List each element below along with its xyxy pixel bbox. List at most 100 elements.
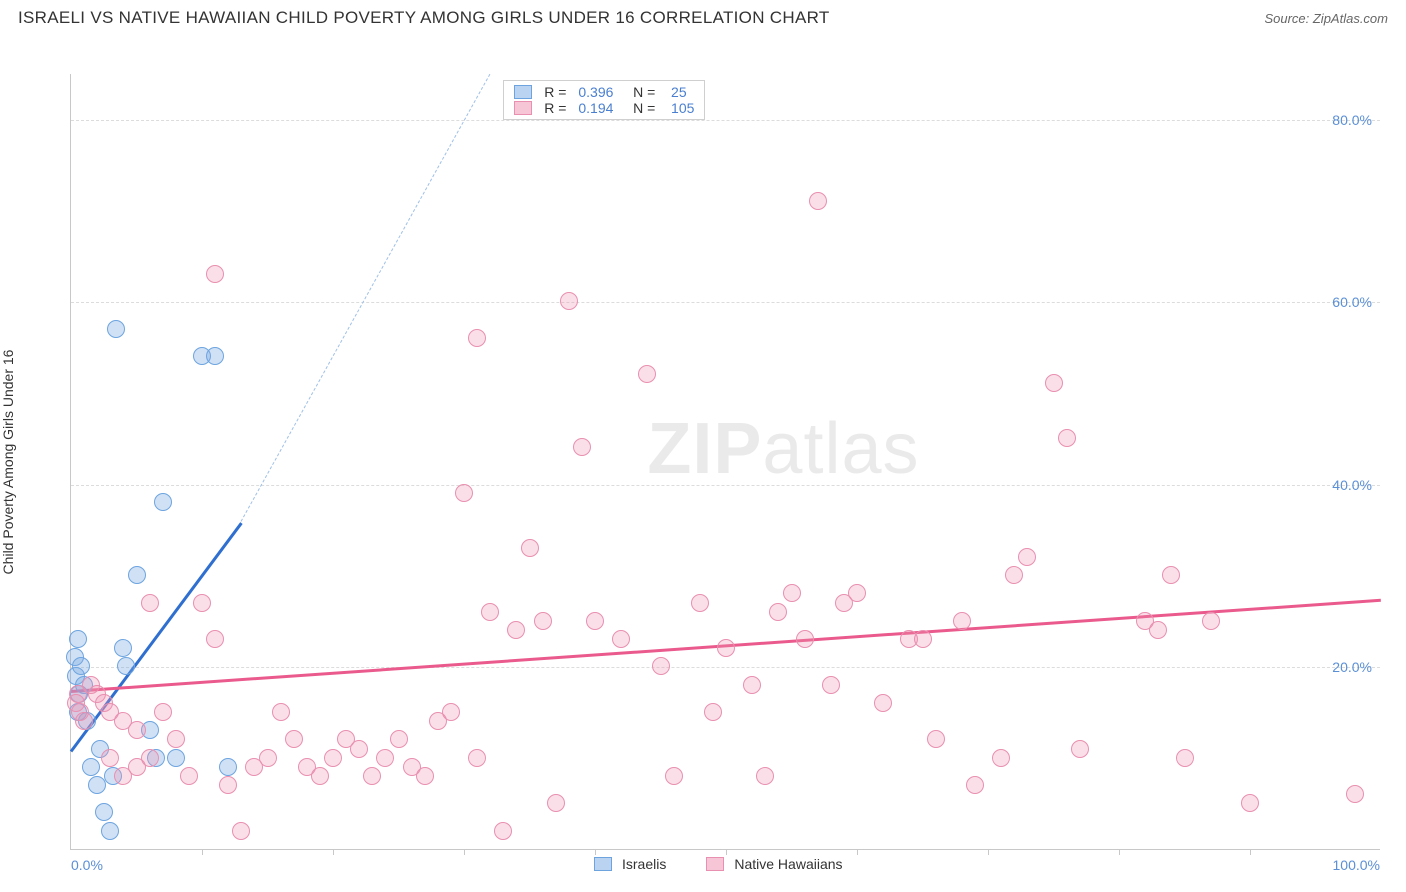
data-point — [1045, 374, 1063, 392]
data-point — [1176, 749, 1194, 767]
stats-row: R = 0.396 N = 25 — [514, 84, 694, 100]
data-point — [992, 749, 1010, 767]
r-value: 0.396 — [574, 84, 613, 100]
y-tick-label: 40.0% — [1332, 477, 1372, 493]
legend-item: Israelis — [594, 856, 666, 872]
watermark: ZIPatlas — [647, 408, 919, 490]
data-point — [743, 676, 761, 694]
x-tick — [726, 849, 727, 855]
data-point — [350, 740, 368, 758]
data-point — [285, 730, 303, 748]
source-name: ZipAtlas.com — [1313, 11, 1388, 26]
data-point — [206, 347, 224, 365]
data-point — [652, 657, 670, 675]
data-point — [704, 703, 722, 721]
data-point — [783, 584, 801, 602]
legend-label: Israelis — [622, 856, 666, 872]
data-point — [638, 365, 656, 383]
data-point — [1005, 566, 1023, 584]
data-point — [1202, 612, 1220, 630]
data-point — [376, 749, 394, 767]
data-point — [953, 612, 971, 630]
data-point — [1058, 429, 1076, 447]
data-point — [82, 758, 100, 776]
data-point — [167, 730, 185, 748]
data-point — [547, 794, 565, 812]
data-point — [455, 484, 473, 502]
data-point — [507, 621, 525, 639]
gridline-h — [71, 302, 1380, 303]
x-tick — [1119, 849, 1120, 855]
data-point — [95, 803, 113, 821]
data-point — [1162, 566, 1180, 584]
stats-row: R = 0.194 N = 105 — [514, 100, 694, 116]
data-point — [1071, 740, 1089, 758]
data-point — [481, 603, 499, 621]
source-prefix: Source: — [1264, 11, 1312, 26]
data-point — [822, 676, 840, 694]
data-point — [468, 749, 486, 767]
data-point — [272, 703, 290, 721]
data-point — [390, 730, 408, 748]
data-point — [128, 566, 146, 584]
data-point — [107, 320, 125, 338]
data-point — [927, 730, 945, 748]
data-point — [324, 749, 342, 767]
legend-swatch — [514, 85, 532, 99]
chart-container: Child Poverty Among Girls Under 16 ZIPat… — [18, 32, 1388, 890]
n-value: 25 — [663, 84, 686, 100]
legend-swatch — [594, 857, 612, 871]
x-tick — [595, 849, 596, 855]
gridline-h — [71, 485, 1380, 486]
data-point — [796, 630, 814, 648]
data-point — [756, 767, 774, 785]
chart-title: ISRAELI VS NATIVE HAWAIIAN CHILD POVERTY… — [18, 8, 830, 28]
r-label: R = — [544, 100, 566, 116]
data-point — [442, 703, 460, 721]
data-point — [72, 657, 90, 675]
data-point — [232, 822, 250, 840]
y-tick-label: 60.0% — [1332, 294, 1372, 310]
data-point — [717, 639, 735, 657]
x-axis-min-label: 0.0% — [71, 857, 103, 873]
y-tick-label: 80.0% — [1332, 112, 1372, 128]
data-point — [914, 630, 932, 648]
x-tick — [464, 849, 465, 855]
legend-swatch — [514, 101, 532, 115]
x-tick — [202, 849, 203, 855]
x-tick — [333, 849, 334, 855]
data-point — [966, 776, 984, 794]
data-point — [1149, 621, 1167, 639]
source-attribution: Source: ZipAtlas.com — [1264, 11, 1388, 26]
data-point — [521, 539, 539, 557]
data-point — [363, 767, 381, 785]
data-point — [141, 749, 159, 767]
n-value: 105 — [663, 100, 694, 116]
gridline-h — [71, 120, 1380, 121]
watermark-bold: ZIP — [647, 409, 762, 489]
gridline-h — [71, 667, 1380, 668]
data-point — [180, 767, 198, 785]
data-point — [1346, 785, 1364, 803]
r-label: R = — [544, 84, 566, 100]
data-point — [219, 758, 237, 776]
data-point — [101, 822, 119, 840]
data-point — [219, 776, 237, 794]
regression-line — [241, 74, 491, 522]
plot-area: ZIPatlas R = 0.396 N = 25R = 0.194 N = 1… — [70, 74, 1380, 850]
x-tick — [988, 849, 989, 855]
legend-label: Native Hawaiians — [734, 856, 842, 872]
legend-swatch — [706, 857, 724, 871]
data-point — [69, 630, 87, 648]
stats-box: R = 0.396 N = 25R = 0.194 N = 105 — [503, 80, 705, 120]
y-axis-label: Child Poverty Among Girls Under 16 — [0, 350, 16, 575]
data-point — [154, 493, 172, 511]
watermark-rest: atlas — [762, 409, 919, 489]
data-point — [259, 749, 277, 767]
x-tick — [1250, 849, 1251, 855]
data-point — [75, 712, 93, 730]
data-point — [193, 594, 211, 612]
data-point — [691, 594, 709, 612]
data-point — [141, 594, 159, 612]
legend-item: Native Hawaiians — [706, 856, 842, 872]
